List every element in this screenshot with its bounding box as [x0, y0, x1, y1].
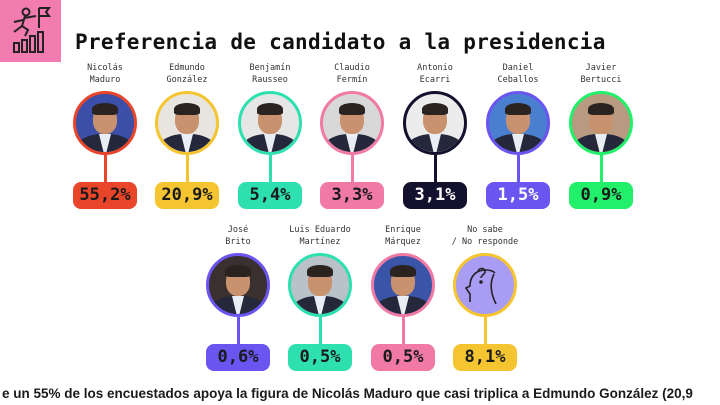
- candidate-name: Claudio Fermín: [307, 60, 397, 86]
- name-line-2: Bertucci: [580, 75, 622, 85]
- question-head-icon: [464, 267, 497, 305]
- connector-line: [185, 155, 189, 182]
- candidate-card: No sabe / No responde 8,1%: [440, 222, 530, 371]
- candidate-photo: [486, 91, 550, 155]
- name-line-1: Nicolás: [87, 63, 123, 73]
- hair: [92, 103, 118, 115]
- page-title: Preferencia de candidato a la presidenci…: [75, 30, 606, 54]
- candidate-card: Nicolás Maduro 55,2%: [60, 60, 150, 209]
- hair: [307, 265, 333, 277]
- candidate-card: José Brito 0,6%: [193, 222, 283, 371]
- percentage-badge: 20,9%: [155, 182, 219, 209]
- name-line-2: Ceballos: [497, 75, 539, 85]
- percentage-badge: 1,5%: [486, 182, 550, 209]
- candidate-card: Daniel Ceballos 1,5%: [473, 60, 563, 209]
- candidate-photo: [238, 91, 302, 155]
- candidate-name: José Brito: [193, 222, 283, 248]
- name-line-2: Ecarri: [419, 75, 451, 85]
- hair: [505, 103, 531, 115]
- candidate-photo: [403, 91, 467, 155]
- name-line-1: Antonio: [417, 63, 453, 73]
- name-line-2: Márquez: [385, 237, 421, 247]
- percentage-badge: 5,4%: [238, 182, 302, 209]
- name-line-1: Luis Eduardo: [289, 225, 351, 235]
- connector-line: [268, 155, 272, 182]
- candidate-name: Nicolás Maduro: [60, 60, 150, 86]
- hair: [174, 103, 200, 115]
- name-line-1: Claudio: [334, 63, 370, 73]
- connector-line: [599, 155, 603, 182]
- candidate-name: Enrique Márquez: [358, 222, 448, 248]
- connector-line: [433, 155, 437, 182]
- name-line-1: Benjamín: [249, 63, 291, 73]
- hair: [422, 103, 448, 115]
- caption: e un 55% de los encuestados apoya la fig…: [2, 386, 693, 401]
- unknown-avatar: [453, 253, 517, 317]
- candidate-card: Luis Eduardo Martínez 0,5%: [275, 222, 365, 371]
- candidate-card: Edmundo González 20,9%: [142, 60, 232, 209]
- climbing-bars-flag-icon: [13, 7, 51, 53]
- percentage-badge: 55,2%: [73, 182, 137, 209]
- hair: [257, 103, 283, 115]
- candidate-name: Edmundo González: [142, 60, 232, 86]
- candidate-photo: [569, 91, 633, 155]
- candidate-card: Enrique Márquez 0,5%: [358, 222, 448, 371]
- name-line-1: José: [227, 225, 249, 235]
- name-line-1: Enrique: [385, 225, 421, 235]
- logo-box: [0, 0, 61, 62]
- name-line-1: Javier: [585, 63, 617, 73]
- name-line-2: Rausseo: [252, 75, 288, 85]
- percentage-badge: 3,3%: [320, 182, 384, 209]
- candidate-card: Antonio Ecarri 3,1%: [390, 60, 480, 209]
- candidate-photo: [320, 91, 384, 155]
- name-line-2: Martínez: [299, 237, 341, 247]
- candidate-photo: [371, 253, 435, 317]
- candidate-name: Luis Eduardo Martínez: [275, 222, 365, 248]
- candidate-name: Benjamín Rausseo: [225, 60, 315, 86]
- connector-line: [401, 317, 405, 344]
- hair: [390, 265, 416, 277]
- percentage-badge: 0,5%: [288, 344, 352, 371]
- candidate-name: Javier Bertucci: [556, 60, 646, 86]
- candidate-photo: [73, 91, 137, 155]
- candidate-photo: [155, 91, 219, 155]
- percentage-badge: 0,9%: [569, 182, 633, 209]
- percentage-badge: 3,1%: [403, 182, 467, 209]
- percentage-badge: 0,5%: [371, 344, 435, 371]
- name-line-2: Brito: [225, 237, 251, 247]
- name-line-1: Edmundo: [169, 63, 205, 73]
- candidate-card: Claudio Fermín 3,3%: [307, 60, 397, 209]
- name-line-1: Daniel: [502, 63, 534, 73]
- candidate-name: Daniel Ceballos: [473, 60, 563, 86]
- candidate-name: Antonio Ecarri: [390, 60, 480, 86]
- name-line-2: Fermín: [336, 75, 368, 85]
- candidate-photo: [206, 253, 270, 317]
- connector-line: [516, 155, 520, 182]
- percentage-badge: 0,6%: [206, 344, 270, 371]
- name-line-2: / No responde: [451, 237, 519, 247]
- candidate-name: No sabe / No responde: [440, 222, 530, 248]
- name-line-2: Maduro: [89, 75, 121, 85]
- connector-line: [350, 155, 354, 182]
- name-line-1: No sabe: [467, 225, 503, 235]
- connector-line: [483, 317, 487, 344]
- name-line-2: González: [166, 75, 208, 85]
- connector-line: [318, 317, 322, 344]
- hair: [339, 103, 365, 115]
- hair: [588, 103, 614, 115]
- candidate-card: Javier Bertucci 0,9%: [556, 60, 646, 209]
- connector-line: [103, 155, 107, 182]
- hair: [225, 265, 251, 277]
- connector-line: [236, 317, 240, 344]
- percentage-badge: 8,1%: [453, 344, 517, 371]
- candidate-photo: [288, 253, 352, 317]
- candidate-card: Benjamín Rausseo 5,4%: [225, 60, 315, 209]
